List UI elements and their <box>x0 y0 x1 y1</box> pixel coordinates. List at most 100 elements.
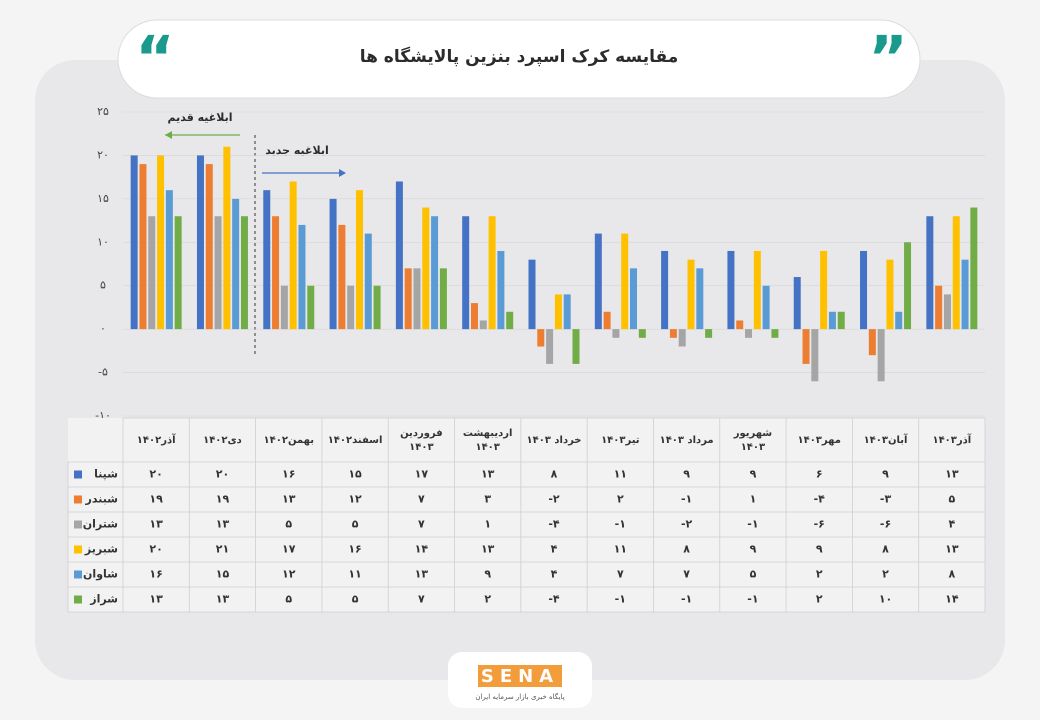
value-label: ۷ <box>418 493 425 506</box>
bar <box>727 250 735 330</box>
bar <box>240 216 248 330</box>
value-label: ۱۹ <box>149 493 163 506</box>
bar <box>280 285 288 330</box>
arrow-head <box>339 169 346 177</box>
value-label: ۱۲ <box>348 493 362 506</box>
value-label: ۹ <box>750 468 757 481</box>
bar <box>272 216 280 330</box>
value-label: ۱۱ <box>614 543 627 556</box>
value-label: ۱۳ <box>415 568 429 581</box>
bar <box>736 320 744 330</box>
x-tick-label: تیر۱۴۰۳ <box>601 435 640 446</box>
legend-label: شبریز <box>84 543 118 556</box>
bar <box>431 216 439 330</box>
value-label: ۹ <box>484 568 491 581</box>
value-label: ۹ <box>882 468 889 481</box>
bar <box>669 329 677 338</box>
x-tick-label: فروردین ۱۴۰۳ <box>400 428 443 453</box>
bar <box>970 207 978 330</box>
value-label: -۴ <box>548 518 560 531</box>
value-label: ۱۳ <box>149 593 163 606</box>
value-label: ۲۰ <box>149 468 162 481</box>
bar <box>347 285 355 330</box>
bar <box>355 190 363 330</box>
x-tick-label: بهمن۱۴۰۲ <box>264 435 314 446</box>
value-label: ۱۵ <box>348 468 362 481</box>
bar <box>462 216 470 330</box>
value-label: ۶ <box>816 468 823 481</box>
bar <box>961 259 969 330</box>
bar <box>594 233 602 330</box>
bar <box>696 268 704 330</box>
quote-icon: ” <box>868 24 907 94</box>
bar <box>820 250 828 330</box>
value-label: ۱۱ <box>348 568 361 581</box>
bar <box>329 198 337 330</box>
bar <box>165 190 173 330</box>
bar <box>263 190 271 330</box>
bar <box>373 285 381 330</box>
bar <box>148 216 156 330</box>
arrow-head <box>165 131 172 139</box>
table-bg <box>68 418 985 612</box>
value-label: ۱۱ <box>614 468 627 481</box>
bar <box>413 268 421 330</box>
bar <box>753 250 761 330</box>
value-label: -۱ <box>615 593 626 606</box>
bar <box>860 250 868 330</box>
value-label: ۳ <box>484 493 491 506</box>
bar <box>289 181 297 330</box>
legend-swatch <box>74 545 82 554</box>
bar <box>771 329 779 338</box>
value-label: -۱ <box>615 518 626 531</box>
bar <box>828 311 836 330</box>
y-tick-label: ۰ <box>100 322 106 335</box>
value-label: ۷ <box>418 518 425 531</box>
bar <box>745 329 753 338</box>
value-label: ۱۳ <box>149 518 163 531</box>
value-label: ۱۳ <box>282 493 296 506</box>
value-label: -۶ <box>814 518 825 531</box>
bar <box>943 294 951 330</box>
value-label: -۴ <box>548 593 560 606</box>
bar <box>130 155 138 330</box>
bar <box>488 216 496 330</box>
value-label: ۵ <box>352 593 359 606</box>
bar <box>497 250 505 330</box>
bar <box>762 285 770 330</box>
bar <box>612 329 620 338</box>
value-label: ۲۰ <box>149 543 162 556</box>
bar <box>506 311 514 330</box>
y-tick-label: ۲۰ <box>97 148 109 161</box>
bar <box>952 216 960 330</box>
bar <box>157 155 165 330</box>
value-label: ۲۰ <box>216 468 229 481</box>
bar <box>935 285 943 330</box>
bar <box>811 329 819 382</box>
legend-label: شراز <box>89 593 118 606</box>
bar <box>904 242 912 330</box>
bar <box>139 164 147 330</box>
value-label: ۱۳ <box>945 543 959 556</box>
y-tick-label: ۱۰ <box>97 235 109 248</box>
legend-label: شتران <box>83 518 118 531</box>
x-tick-label: دی۱۴۰۲ <box>203 435 242 446</box>
value-label: -۴ <box>814 493 826 506</box>
bar <box>196 155 204 330</box>
value-label: ۱۳ <box>216 593 230 606</box>
value-label: ۱۳ <box>481 468 495 481</box>
value-label: -۱ <box>681 593 692 606</box>
value-label: ۵ <box>352 518 359 531</box>
value-label: ۱۰ <box>879 593 892 606</box>
value-label: -۱ <box>747 593 758 606</box>
bar <box>687 259 695 330</box>
bar <box>395 181 403 330</box>
bar <box>895 311 903 330</box>
value-label: -۱ <box>747 518 758 531</box>
bar <box>926 216 934 330</box>
bar <box>630 268 638 330</box>
value-label: ۲۱ <box>216 543 229 556</box>
header <box>117 19 921 99</box>
x-tick-label: شهریور ۱۴۰۳ <box>733 428 773 453</box>
